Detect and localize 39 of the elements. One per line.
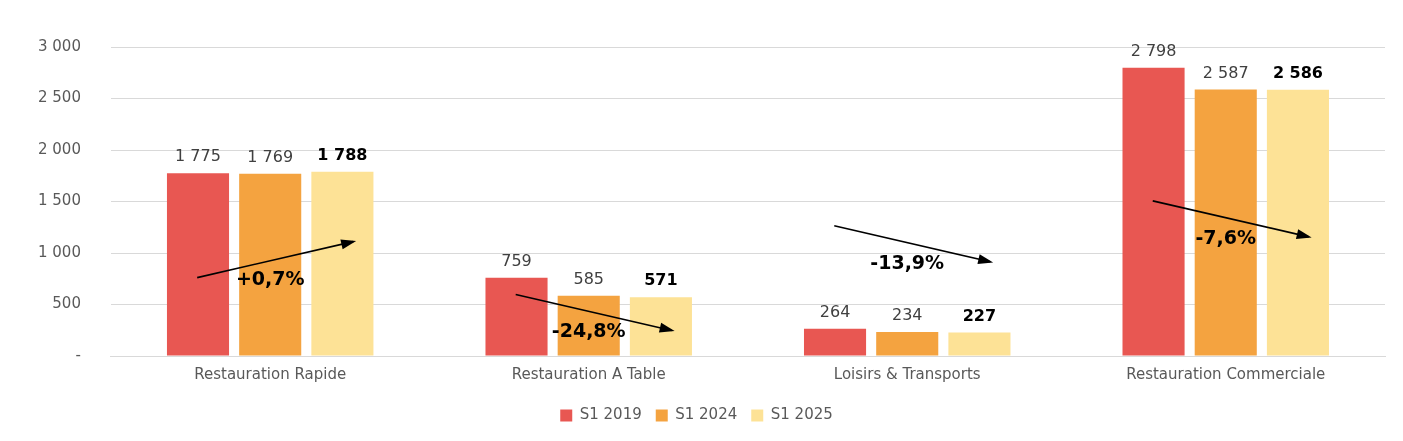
data-label: 2 798 (1130, 40, 1177, 60)
x-tick-label: Restauration Commerciale (1126, 364, 1326, 383)
legend-label: S1 2025 (770, 405, 833, 424)
y-tick-label: 1 000 (37, 242, 81, 261)
bar (629, 297, 692, 356)
bar (803, 328, 867, 356)
bar (948, 332, 1011, 356)
data-label: 1 775 (175, 146, 221, 166)
x-tick-label: Restauration A Table (511, 364, 666, 383)
bar (166, 173, 230, 356)
y-tick-label: 2 500 (37, 88, 81, 107)
data-label: 2 586 (1272, 62, 1323, 82)
bar (876, 331, 939, 356)
annotation: -13,9% (870, 250, 945, 273)
x-tick-label: Restauration Rapide (194, 364, 347, 383)
data-label: 234 (891, 305, 923, 325)
bar (1194, 89, 1257, 356)
data-label: 1 788 (317, 144, 368, 164)
bar (485, 277, 548, 356)
data-label: 585 (573, 268, 604, 288)
legend-label: S1 2024 (675, 405, 738, 424)
data-label: 759 (501, 250, 532, 270)
bar (311, 171, 374, 356)
data-label: 1 769 (247, 146, 294, 166)
data-label: 264 (819, 301, 851, 321)
y-tick-label: 500 (52, 294, 81, 313)
bar (239, 173, 302, 356)
y-tick-label: 3 000 (37, 36, 81, 55)
bar (1266, 89, 1329, 356)
annotation: -7,6% (1195, 225, 1257, 248)
y-tick-label: 1 500 (37, 191, 81, 210)
data-label: 571 (644, 270, 678, 290)
legend-label: S1 2019 (579, 405, 642, 424)
y-tick-label: 2 000 (37, 139, 81, 158)
data-label: 227 (962, 305, 997, 325)
bar (1122, 67, 1185, 356)
data-label: 2 587 (1202, 62, 1249, 82)
x-tick-label: Loisirs & Transports (833, 364, 981, 383)
y-tick-label: - (75, 345, 81, 364)
